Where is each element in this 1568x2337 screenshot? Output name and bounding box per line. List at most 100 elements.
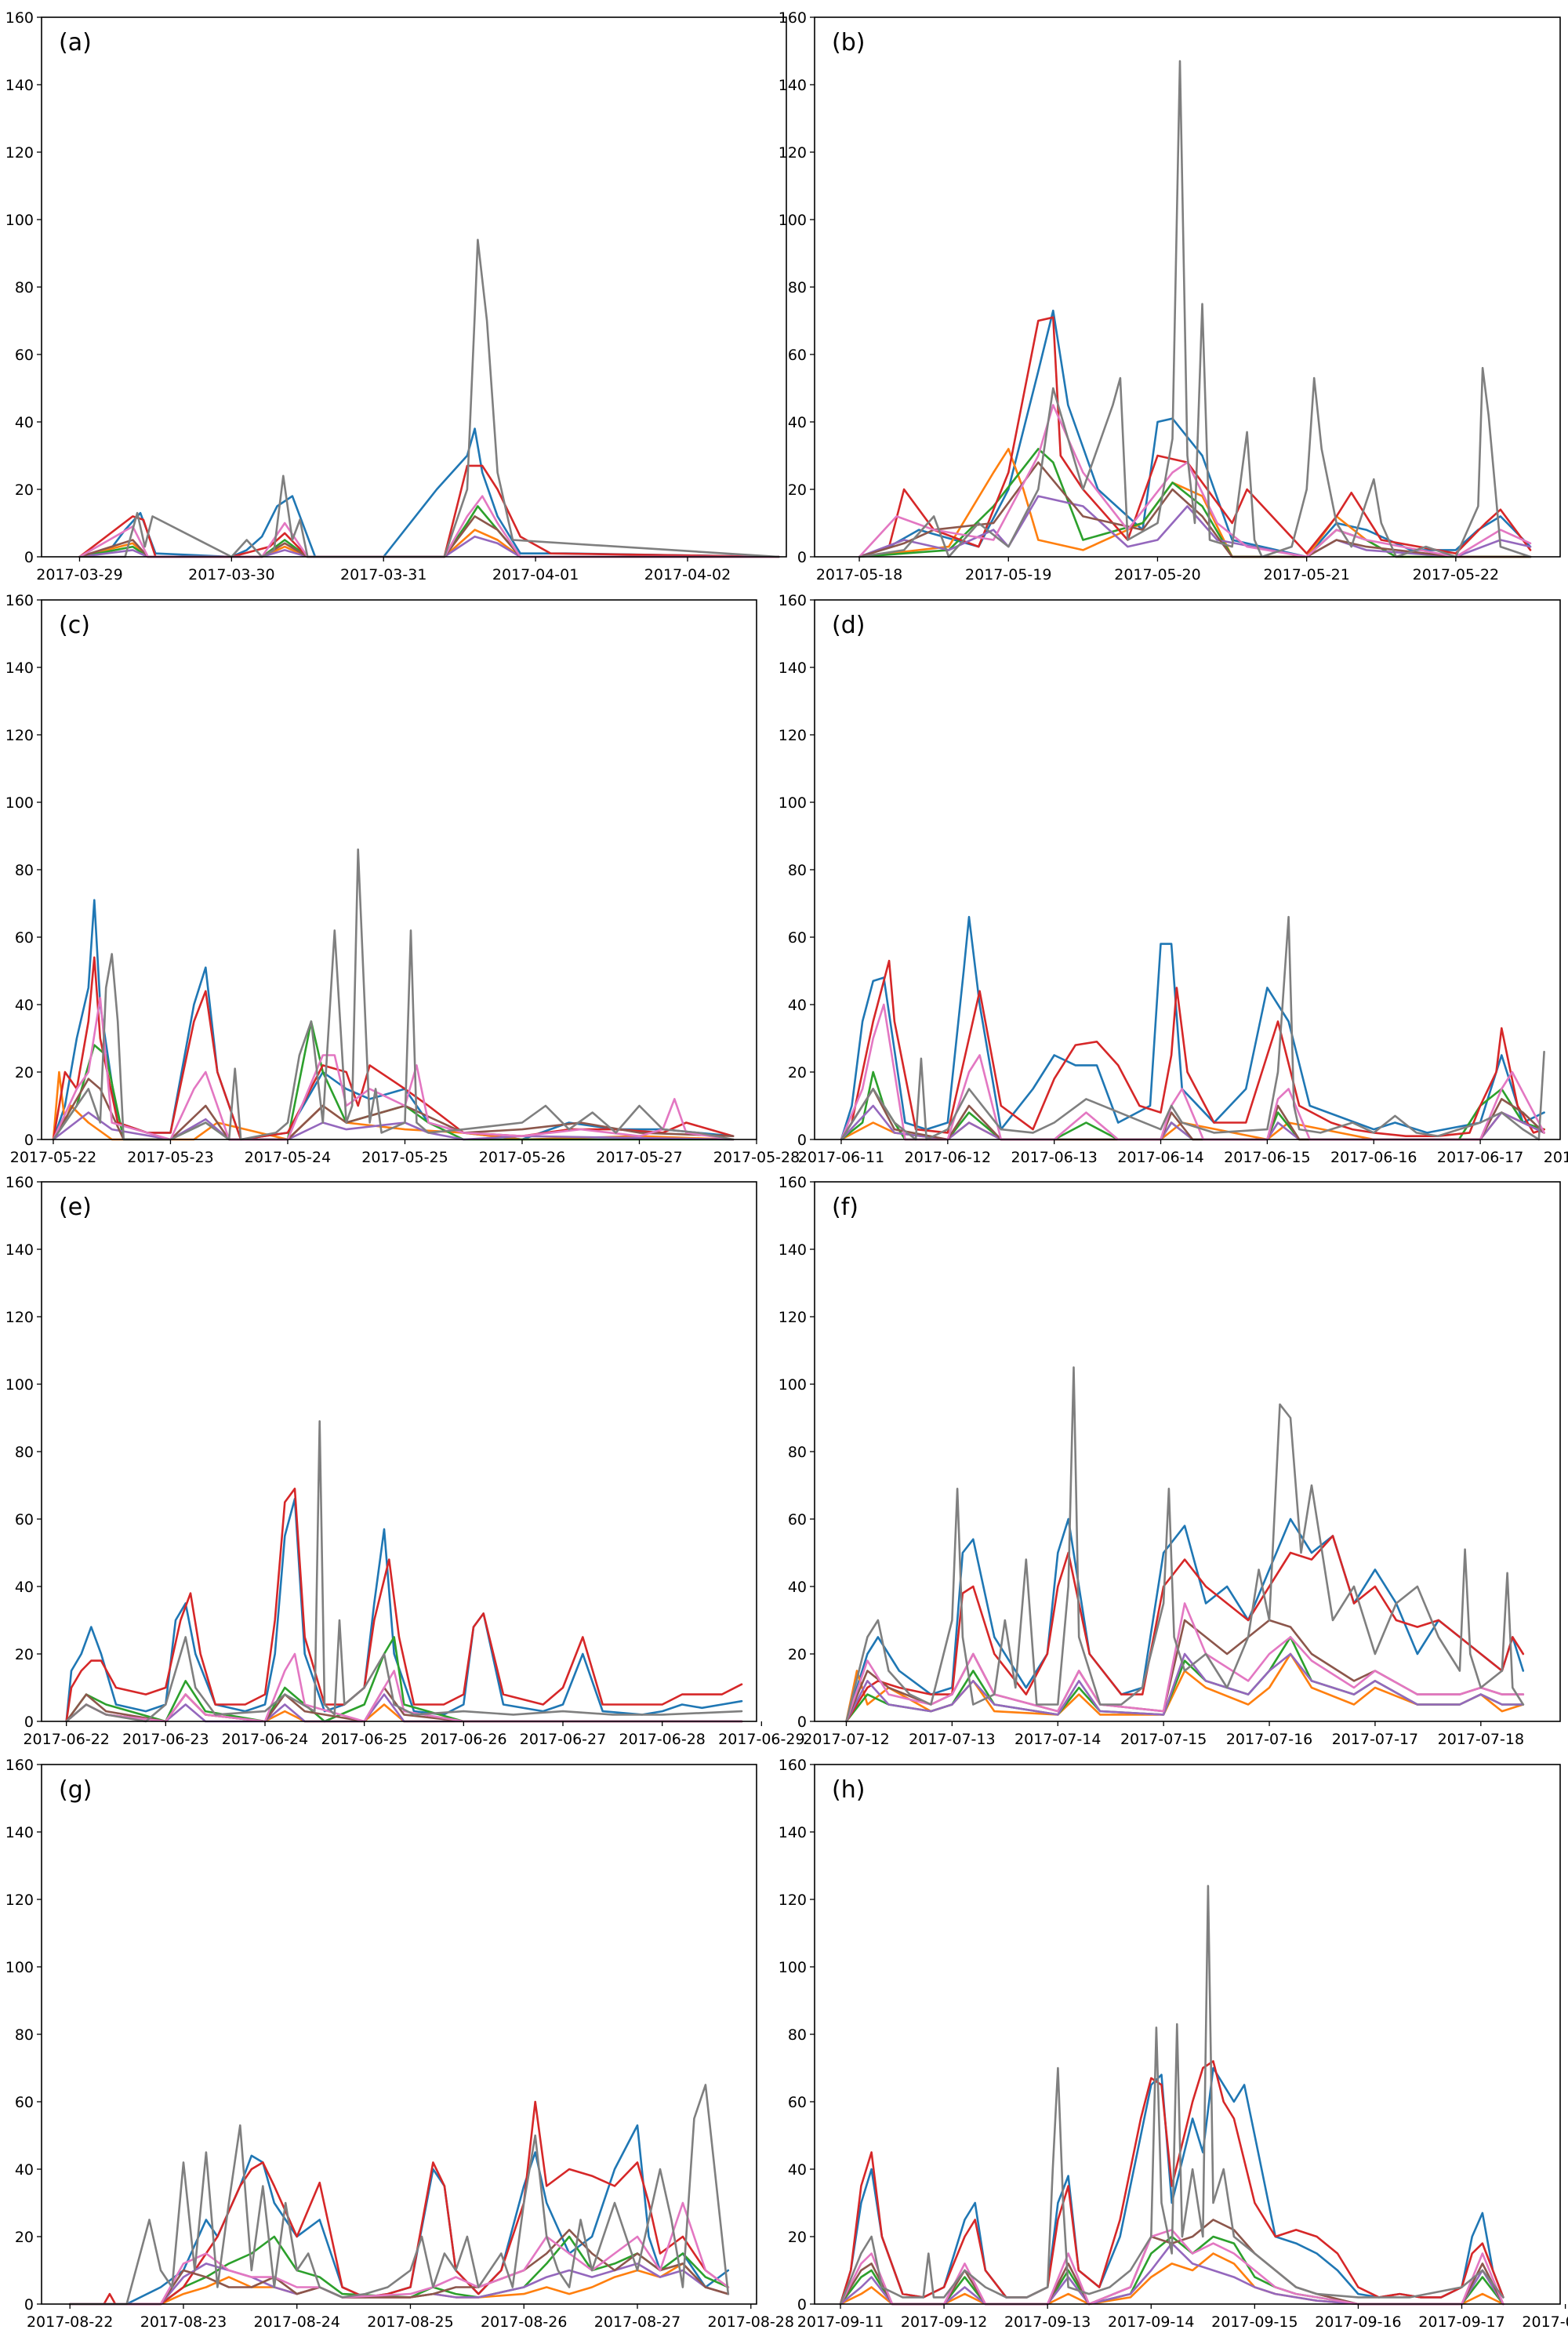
y-tick-label: 140 — [5, 1824, 34, 1841]
x-tick-label: 2017-06-29 — [718, 1731, 804, 1748]
series-blue — [845, 1517, 1525, 1723]
y-tick-label: 120 — [5, 1309, 34, 1326]
plot-frame — [814, 599, 1561, 1140]
y-tick-label: 80 — [15, 2026, 34, 2044]
y-tick-label: 160 — [779, 592, 807, 609]
series-pink — [858, 404, 1532, 558]
plot-frame — [814, 1181, 1561, 1722]
x-tick-label: 2017-08-28 — [708, 2313, 794, 2331]
series-green — [845, 1636, 1525, 1723]
plot-frame — [814, 1764, 1561, 2305]
series-red — [845, 1535, 1525, 1723]
x-tick-label: 2017-04-01 — [492, 566, 579, 583]
series-pink — [52, 997, 735, 1141]
panel-e: 0 20 40 60 80 100 120 140 160 2017-06-22 2017-06-2… — [5, 1174, 805, 1748]
x-tick-label: 2017-09-16 — [1315, 2313, 1401, 2331]
y-tick-label: 120 — [779, 727, 807, 744]
x-tick-label: 2017-05-21 — [1263, 566, 1349, 583]
y-tick-label: 140 — [779, 1824, 807, 1841]
series-red — [68, 2100, 730, 2306]
x-tick-label: 2017-09-14 — [1108, 2313, 1194, 2331]
y-tick-label: 100 — [5, 794, 34, 812]
y-tick-label: 40 — [15, 1579, 34, 1596]
x-tick-label: 2017-06-11 — [798, 1149, 884, 1166]
panel-label: (b) — [832, 29, 865, 56]
y-tick-label: 120 — [779, 1892, 807, 1909]
y-tick-label: 160 — [779, 1174, 807, 1191]
y-tick-label: 80 — [15, 1444, 34, 1461]
y-tick-label: 140 — [5, 660, 34, 677]
panel-h: 0 20 40 60 80 100 120 140 160 2017-09-11 2017-09-1… — [779, 1757, 1568, 2331]
y-tick-label: 160 — [5, 1174, 34, 1191]
x-tick-label: 2017-07-15 — [1120, 1731, 1207, 1748]
y-tick-label: 140 — [779, 660, 807, 677]
x-tick-label: 2017-05-27 — [596, 1149, 682, 1166]
y-tick-label: 140 — [779, 77, 807, 94]
y-tick-label: 40 — [788, 2161, 807, 2179]
panel-label: (e) — [59, 1194, 92, 1221]
x-tick-label: 2017-09-12 — [901, 2313, 987, 2331]
y-tick-label: 0 — [797, 1714, 807, 1731]
x-tick-label: 2017-06-25 — [321, 1731, 407, 1748]
series-purple — [52, 1111, 735, 1141]
x-tick-label: 2017-06-16 — [1330, 1149, 1417, 1166]
x-tick-label: 2017-07-17 — [1332, 1731, 1418, 1748]
y-tick-label: 160 — [5, 9, 34, 27]
panel-c: 0 20 40 60 80 100 120 140 160 2017-05-22 2017-05-2… — [5, 592, 800, 1166]
y-tick-label: 80 — [15, 862, 34, 879]
series-purple — [845, 1652, 1525, 1723]
x-tick-label: 2017-09-15 — [1211, 2313, 1298, 2331]
y-tick-label: 120 — [779, 1309, 807, 1326]
y-tick-label: 0 — [24, 2296, 34, 2313]
y-tick-label: 100 — [5, 1959, 34, 1976]
y-tick-label: 0 — [797, 1132, 807, 1149]
panel-a: 0 20 40 60 80 100 120 140 160 2017-03-29 2017-03-3… — [5, 9, 787, 583]
y-tick-label: 60 — [15, 2094, 34, 2111]
x-tick-label: 2017-05-23 — [127, 1149, 213, 1166]
panel-d: 0 20 40 60 80 100 120 140 160 2017-06-11 2017-06-1… — [779, 592, 1568, 1166]
x-tick-label: 2017-08-25 — [367, 2313, 453, 2331]
plot-frame — [41, 599, 757, 1140]
y-tick-label: 20 — [788, 1064, 807, 1081]
series-gray — [840, 915, 1545, 1141]
y-tick-label: 80 — [788, 279, 807, 296]
series-red — [839, 2060, 1504, 2306]
series-brown — [65, 1686, 743, 1723]
panel-b: 0 20 40 60 80 100 120 140 160 2017-05-18 2017-05-1… — [779, 9, 1561, 583]
series-gray — [845, 1366, 1525, 1723]
x-tick-label: 2017-09-18 — [1522, 2313, 1568, 2331]
series-blue — [65, 1497, 743, 1723]
series-purple — [68, 2262, 730, 2306]
y-tick-label: 100 — [5, 1376, 34, 1394]
x-tick-label: 2017-03-29 — [36, 566, 122, 583]
y-tick-label: 160 — [5, 592, 34, 609]
y-tick-label: 20 — [15, 1064, 34, 1081]
y-tick-label: 80 — [788, 2026, 807, 2044]
x-tick-label: 2017-05-25 — [361, 1149, 448, 1166]
y-tick-label: 20 — [788, 2229, 807, 2246]
series-brown — [52, 1078, 735, 1141]
y-tick-label: 120 — [5, 727, 34, 744]
x-tick-label: 2017-04-02 — [644, 566, 731, 583]
x-tick-label: 2017-08-22 — [27, 2313, 113, 2331]
x-tick-label: 2017-06-17 — [1437, 1149, 1523, 1166]
series-gray — [52, 848, 735, 1141]
y-tick-label: 80 — [788, 1444, 807, 1461]
x-tick-label: 2017-06-14 — [1117, 1149, 1203, 1166]
plot-frame — [814, 16, 1561, 558]
x-tick-label: 2017-09-13 — [1004, 2313, 1091, 2331]
y-tick-label: 120 — [779, 144, 807, 162]
y-tick-label: 60 — [788, 2094, 807, 2111]
y-tick-label: 100 — [779, 1959, 807, 1976]
y-tick-label: 100 — [779, 212, 807, 229]
y-tick-label: 140 — [5, 1241, 34, 1259]
panel-label: (f) — [832, 1194, 858, 1221]
y-tick-label: 20 — [788, 482, 807, 499]
x-tick-label: 2017-06-28 — [619, 1731, 705, 1748]
series-pink — [845, 1602, 1525, 1723]
x-tick-label: 2017-07-14 — [1014, 1731, 1101, 1748]
x-tick-label: 2017-06-22 — [23, 1731, 109, 1748]
y-tick-label: 60 — [788, 347, 807, 364]
series-brown — [858, 461, 1532, 558]
